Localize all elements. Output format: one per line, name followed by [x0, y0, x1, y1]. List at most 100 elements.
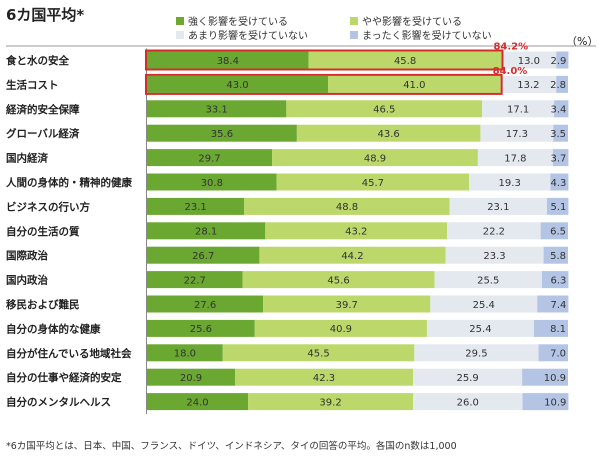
- legend-swatch-none: [350, 30, 358, 39]
- data-label: 6.3: [551, 275, 567, 286]
- data-label: 5.1: [551, 202, 567, 213]
- data-label: 25.4: [473, 300, 495, 311]
- data-label: 48.9: [364, 153, 386, 164]
- legend-item-somewhat: やや影響を受けている: [350, 13, 462, 28]
- data-label: 39.7: [336, 300, 358, 311]
- category-label: 人間の身体的・精神的健康: [6, 176, 132, 189]
- data-label: 45.8: [394, 56, 416, 67]
- bar-segment: [147, 149, 273, 167]
- bar-segment: [328, 75, 501, 93]
- bar-segment: [244, 197, 450, 215]
- bar-segment: [447, 222, 541, 240]
- data-label: 43.6: [378, 129, 400, 140]
- category-label: 自分の生活の質: [6, 225, 80, 238]
- legend-label-little: あまり影響を受けていない: [188, 31, 308, 42]
- category-label: 自分のメンタルヘルス: [6, 396, 111, 409]
- data-label: 45.7: [362, 178, 384, 189]
- data-label: 27.6: [194, 300, 216, 311]
- data-label: 7.0: [550, 349, 566, 360]
- data-label: 17.8: [504, 153, 526, 164]
- data-label: 2.8: [550, 80, 566, 91]
- bar-segment: [234, 368, 414, 386]
- bar-segment: [540, 222, 568, 240]
- bar-segment: [550, 173, 569, 191]
- legend-label-none: まったく影響を受けていない: [362, 31, 492, 42]
- category-label: 国内経済: [6, 152, 48, 165]
- bar-segment: [522, 368, 568, 386]
- legend-swatch-somewhat: [350, 16, 358, 25]
- bar-segment: [430, 295, 538, 313]
- data-label: 24.0: [186, 397, 208, 408]
- data-label: 23.1: [184, 202, 206, 213]
- data-label: 3.5: [550, 129, 566, 140]
- chart-title: 6カ国平均*: [6, 6, 85, 24]
- bar-segment: [147, 319, 255, 337]
- category-label: グローバル経済: [6, 127, 80, 140]
- data-label: 30.8: [201, 178, 223, 189]
- bar-segment: [147, 393, 249, 411]
- bar-segment: [413, 393, 523, 411]
- bar-segment: [286, 100, 483, 118]
- bar-segment: [147, 271, 243, 289]
- data-label: 10.9: [544, 397, 566, 408]
- data-label: 22.2: [483, 227, 505, 238]
- data-label: 19.3: [499, 178, 521, 189]
- data-label: 26.7: [192, 251, 214, 262]
- data-label: 45.6: [327, 275, 349, 286]
- category-label: 経済的安全保障: [6, 103, 80, 116]
- bar-segment: [426, 319, 534, 337]
- bar-segment: [538, 344, 568, 362]
- data-label: 35.6: [211, 129, 233, 140]
- data-label: 22.7: [184, 275, 206, 286]
- bar-segment: [296, 124, 481, 142]
- data-label: 17.3: [506, 129, 528, 140]
- data-label: 29.5: [465, 349, 487, 360]
- category-label: ビジネスの行い方: [6, 200, 90, 213]
- data-label: 6.5: [550, 227, 566, 238]
- bar-segment: [147, 197, 245, 215]
- bar-segment: [308, 51, 502, 69]
- bar-segment: [477, 149, 553, 167]
- footnote: *6カ国平均とは、日本、中国、フランス、ドイツ、インドネシア、タイの回答の平均。…: [6, 441, 457, 452]
- bar-segment: [541, 271, 569, 289]
- category-label: 自分が住んでいる地域社会: [6, 347, 132, 360]
- bar-segment: [445, 246, 544, 264]
- legend-label-somewhat: やや影響を受けている: [362, 17, 462, 28]
- legend-item-none: まったく影響を受けていない: [350, 27, 492, 42]
- bar-segment: [222, 344, 415, 362]
- category-label: 国際政治: [6, 249, 48, 262]
- data-label: 17.1: [507, 105, 529, 116]
- data-label: 40.9: [330, 324, 352, 335]
- category-label: 生活コスト: [6, 78, 59, 91]
- bar-segment: [254, 319, 427, 337]
- bar-segment: [147, 344, 223, 362]
- data-label: 7.4: [551, 300, 567, 311]
- data-label: 5.8: [550, 251, 566, 262]
- data-label: 46.5: [373, 105, 395, 116]
- data-label: 41.0: [403, 80, 425, 91]
- bar-segment: [482, 100, 555, 118]
- category-label: 移民および難民: [6, 298, 80, 311]
- bar-segment: [147, 246, 260, 264]
- data-label: 28.1: [195, 227, 217, 238]
- data-label: 25.4: [469, 324, 491, 335]
- data-label: 43.0: [226, 80, 248, 91]
- data-label: 26.0: [457, 397, 479, 408]
- bar-segment: [147, 124, 297, 142]
- bar-segment: [147, 100, 287, 118]
- data-label: 39.2: [319, 397, 341, 408]
- data-label: 43.2: [345, 227, 367, 238]
- data-label: 4.3: [551, 178, 567, 189]
- bar-segment: [147, 295, 264, 313]
- data-label: 8.1: [550, 324, 566, 335]
- data-label: 3.4: [551, 105, 567, 116]
- legend-label-strong: 強く影響を受けている: [188, 17, 288, 28]
- bar-segment: [500, 75, 557, 93]
- bar-segment: [414, 344, 539, 362]
- data-label: 18.0: [174, 349, 196, 360]
- data-label: 20.9: [180, 373, 202, 384]
- data-label: 25.6: [190, 324, 212, 335]
- bar-segment: [556, 75, 568, 93]
- bar-segment: [147, 75, 329, 93]
